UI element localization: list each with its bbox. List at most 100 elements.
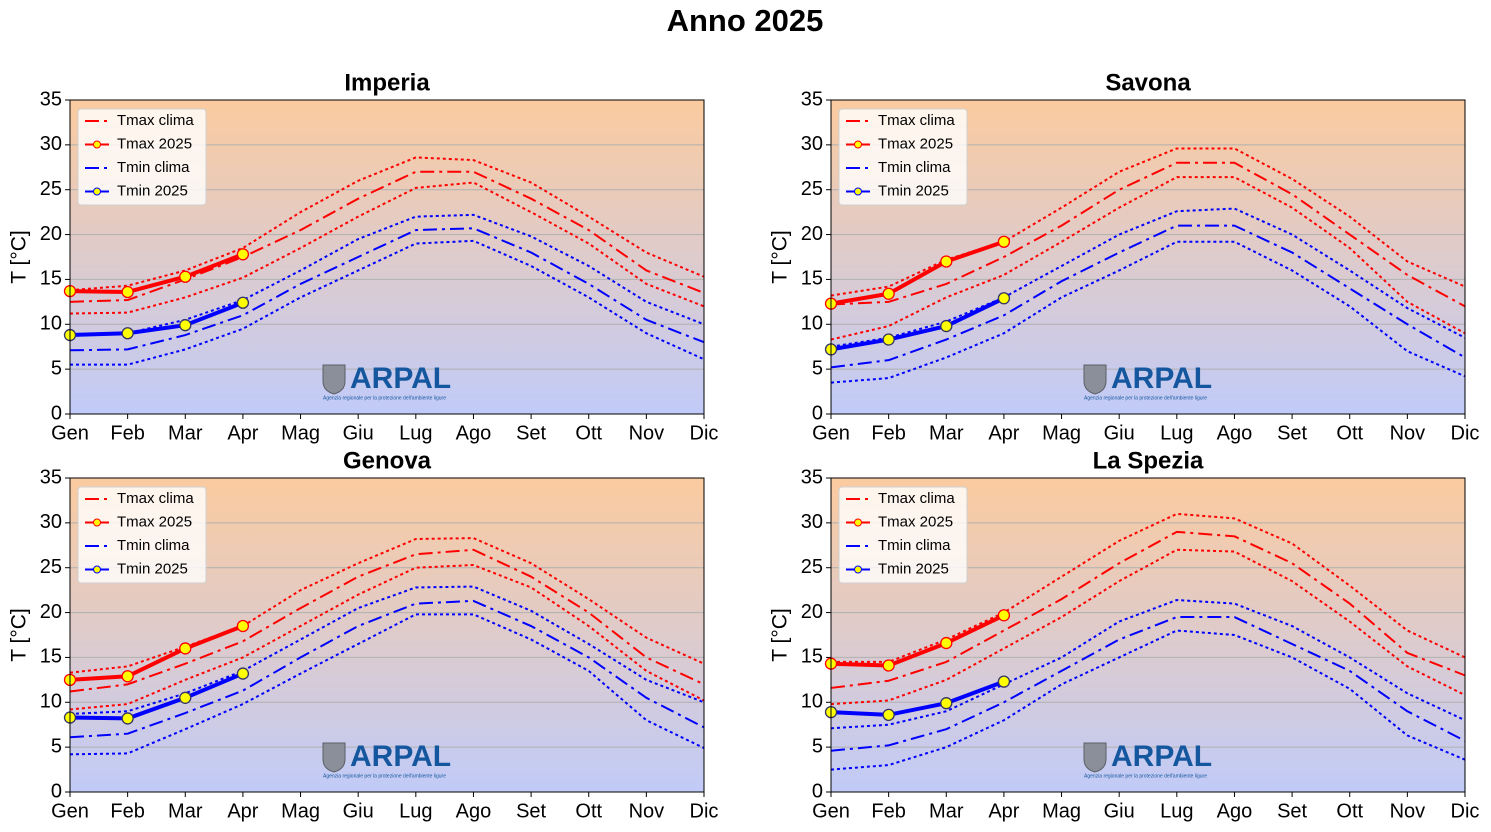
y-tick-label: 5 (51, 735, 62, 757)
x-tick-label: Gen (812, 422, 850, 444)
x-tick-label: Ago (456, 422, 492, 444)
data-point (882, 659, 895, 672)
legend-box (838, 486, 968, 584)
line (830, 161, 1466, 308)
y-tick-label: 35 (40, 466, 62, 488)
x-tick-label: Feb (871, 422, 905, 444)
line (69, 671, 244, 721)
plot-frame (69, 477, 705, 793)
x-tick-label: Lug (1160, 800, 1193, 822)
x-tick-label: Set (516, 800, 546, 822)
legend-marker (93, 565, 101, 574)
x-tick-label: Mag (1042, 800, 1081, 822)
legend-label: Tmin 2025 (117, 560, 188, 577)
data-point (940, 255, 953, 268)
logo-name: ARPAL (350, 362, 451, 395)
line (69, 585, 705, 715)
subplot: La Spezia T [°C] 0 5 10 15 20 25 30 35 Gen Feb Mar Ap… (769, 447, 1480, 822)
legend-marker (93, 518, 101, 527)
data-point (121, 327, 134, 340)
y-tick-label: 0 (812, 780, 823, 802)
legend: Tmax clima Tmax 2025 Tmin clima Tmin 2025 (838, 486, 968, 584)
data-point (236, 619, 250, 633)
data-point (882, 287, 895, 300)
line (830, 240, 1466, 384)
legend-label: Tmin clima (117, 159, 190, 176)
subplot-title: Genova (343, 447, 432, 474)
line (69, 156, 705, 292)
line (69, 213, 705, 337)
x-tick-label: Dic (1451, 422, 1480, 444)
x-tick-label: Mar (168, 800, 203, 822)
y-tick-label: 10 (40, 691, 62, 713)
y-tick-label: 15 (801, 646, 823, 668)
x-tick-label: Ott (1336, 800, 1363, 822)
subplot-title: Savona (1105, 69, 1191, 96)
x-tick-label: Feb (110, 422, 144, 444)
data-point (121, 285, 134, 299)
logo-tagline: Agenzia regionale per la protezione dell… (323, 395, 446, 401)
line (69, 548, 705, 693)
x-tick-label: Mar (168, 422, 203, 444)
subplot: Imperia T [°C] 0 5 10 15 20 25 30 35 Gen Feb Mar Apr M… (8, 69, 719, 444)
x-tick-label: Mar (929, 800, 964, 822)
x-tick-label: Giu (1104, 422, 1135, 444)
x-tick-label: Ott (575, 422, 602, 444)
x-tick-label: Lug (1160, 422, 1193, 444)
data-point (179, 642, 192, 655)
x-tick-label: Apr (988, 422, 1019, 444)
legend-label: Tmax clima (117, 112, 194, 129)
logo-tagline: Agenzia regionale per la protezione dell… (1084, 773, 1207, 779)
data-point (236, 667, 250, 680)
y-tick-label: 35 (801, 88, 823, 110)
x-tick-label: Nov (1390, 422, 1426, 444)
y-tick-label: 20 (801, 601, 823, 623)
x-tick-label: Set (1277, 800, 1307, 822)
x-tick-label: Dic (690, 800, 719, 822)
x-tick-label: Mag (281, 422, 320, 444)
x-tick-label: Gen (812, 800, 850, 822)
x-tick-label: Dic (690, 422, 719, 444)
y-tick-label: 5 (812, 357, 823, 379)
y-tick-label: 15 (40, 268, 62, 290)
data-point (179, 319, 192, 332)
x-tick-label: Ott (575, 800, 602, 822)
line (830, 207, 1466, 348)
y-tick-label: 5 (812, 735, 823, 757)
data-point (997, 675, 1011, 688)
data-point (997, 292, 1011, 305)
line (69, 624, 244, 682)
legend-label: Tmin clima (117, 537, 190, 554)
line (831, 512, 1466, 663)
legend: Tmax clima Tmax 2025 Tmin clima Tmin 2025 (77, 486, 207, 584)
x-tick-label: Mag (281, 800, 320, 822)
x-tick-label: Giu (1104, 800, 1135, 822)
plot-frame (830, 99, 1466, 415)
line (69, 537, 705, 674)
y-tick-label: 30 (40, 511, 62, 533)
legend-marker (93, 187, 101, 196)
y-tick-label: 35 (40, 88, 62, 110)
x-tick-label: Lug (399, 422, 432, 444)
x-tick-label: Gen (51, 800, 89, 822)
y-axis-label: T [°C] (8, 608, 31, 662)
line (830, 599, 1466, 730)
x-tick-label: Feb (871, 800, 905, 822)
legend-marker (854, 565, 862, 574)
legend-label: Tmax clima (878, 112, 955, 129)
logo-name: ARPAL (1111, 740, 1212, 773)
legend-marker (93, 140, 101, 149)
y-tick-label: 0 (51, 780, 62, 802)
x-tick-label: Nov (629, 800, 665, 822)
y-tick-label: 35 (801, 466, 823, 488)
line (830, 147, 1466, 297)
logo-name: ARPAL (350, 740, 451, 773)
y-axis-label: T [°C] (769, 230, 792, 284)
x-tick-label: Giu (343, 800, 374, 822)
legend-label: Tmin 2025 (878, 560, 949, 577)
x-tick-label: Set (1277, 422, 1307, 444)
y-tick-label: 20 (40, 223, 62, 245)
x-tick-label: Gen (51, 422, 89, 444)
data-point (882, 708, 895, 721)
x-tick-label: Feb (110, 800, 144, 822)
